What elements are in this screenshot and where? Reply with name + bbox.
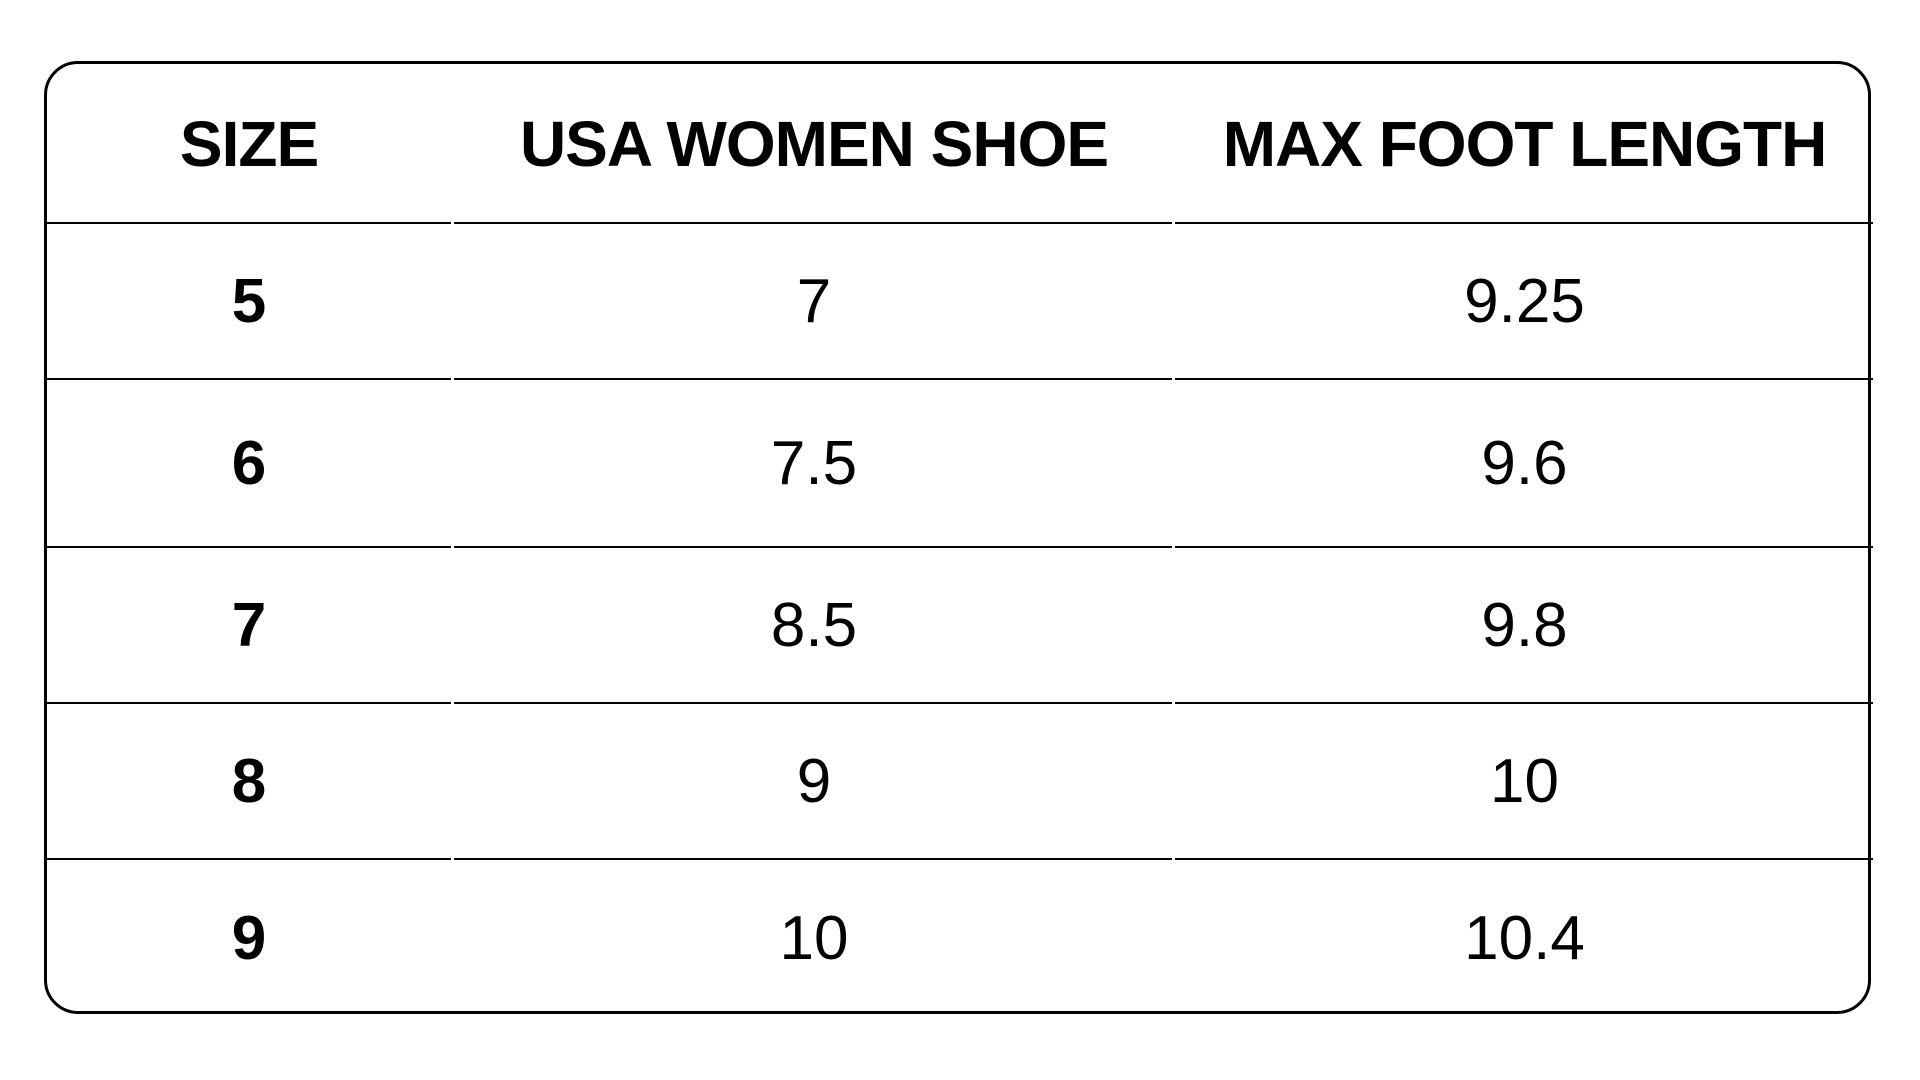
row-divider <box>46 546 451 548</box>
row-divider <box>454 378 1172 380</box>
table-row: 8 9 10 <box>44 703 1875 859</box>
size-chart-table <box>44 61 1871 1014</box>
cell-usa-women-shoe: 8.5 <box>770 590 858 660</box>
cell-max-foot-length: 9.6 <box>1481 428 1568 498</box>
row-divider <box>46 702 451 704</box>
row-divider <box>46 378 451 380</box>
cell-max-foot-length: 9.8 <box>1481 590 1568 660</box>
header-row: SIZE USA WOMEN SHOE MAX FOOT LENGTH <box>44 64 1875 223</box>
header-usa-women-shoe: USA WOMEN SHOE <box>519 107 1109 180</box>
cell-size: 5 <box>231 266 267 336</box>
cell-size: 8 <box>231 746 267 816</box>
cell-size: 7 <box>231 590 267 660</box>
table-row: 6 7.5 9.6 <box>44 379 1875 547</box>
cell-usa-women-shoe: 7.5 <box>770 428 858 498</box>
row-divider <box>454 858 1172 860</box>
row-divider <box>46 858 451 860</box>
row-divider <box>1175 378 1873 380</box>
row-divider <box>454 546 1172 548</box>
table-row: 5 7 9.25 <box>44 223 1875 379</box>
row-divider <box>1175 858 1873 860</box>
cell-max-foot-length: 10 <box>1490 746 1559 816</box>
cell-max-foot-length: 9.25 <box>1464 266 1585 336</box>
cell-size: 9 <box>231 904 267 973</box>
cell-usa-women-shoe: 7 <box>796 266 832 336</box>
row-divider <box>454 222 1172 224</box>
table-row: 9 10 10.4 <box>44 859 1875 1018</box>
header-max-foot-length: MAX FOOT LENGTH <box>1222 107 1828 180</box>
row-divider <box>1175 546 1873 548</box>
header-size: SIZE <box>179 107 319 180</box>
row-divider <box>46 222 451 224</box>
row-divider <box>1175 222 1873 224</box>
table-row: 7 8.5 9.8 <box>44 547 1875 703</box>
row-divider <box>1175 702 1873 704</box>
row-divider <box>454 702 1172 704</box>
cell-usa-women-shoe: 10 <box>779 904 849 973</box>
cell-usa-women-shoe: 9 <box>796 746 832 816</box>
cell-size: 6 <box>231 428 267 498</box>
cell-max-foot-length: 10.4 <box>1464 904 1585 973</box>
